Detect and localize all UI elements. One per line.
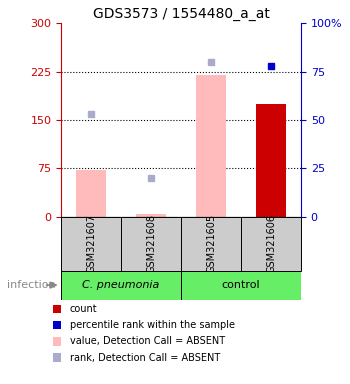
Bar (256, 104, 286, 217)
Text: count: count (70, 304, 97, 314)
Bar (196, 75, 226, 217)
Bar (61, 217, 121, 271)
Text: infection: infection (7, 280, 56, 290)
Text: value, Detection Call = ABSENT: value, Detection Call = ABSENT (70, 336, 225, 346)
Bar (136, 214, 166, 217)
Text: rank, Detection Call = ABSENT: rank, Detection Call = ABSENT (70, 353, 220, 362)
Bar (61, 271, 181, 300)
Bar (76, 170, 106, 217)
Text: C. pneumonia: C. pneumonia (83, 280, 160, 290)
Bar (181, 271, 301, 300)
Bar (181, 217, 241, 271)
Text: percentile rank within the sample: percentile rank within the sample (70, 320, 235, 330)
Text: GSM321605: GSM321605 (206, 214, 216, 273)
Bar (241, 217, 301, 271)
Text: GSM321607: GSM321607 (86, 214, 96, 273)
Text: GSM321606: GSM321606 (266, 214, 276, 273)
Title: GDS3573 / 1554480_a_at: GDS3573 / 1554480_a_at (93, 7, 270, 21)
Text: GSM321608: GSM321608 (146, 214, 156, 273)
Text: control: control (222, 280, 260, 290)
Bar (121, 217, 181, 271)
